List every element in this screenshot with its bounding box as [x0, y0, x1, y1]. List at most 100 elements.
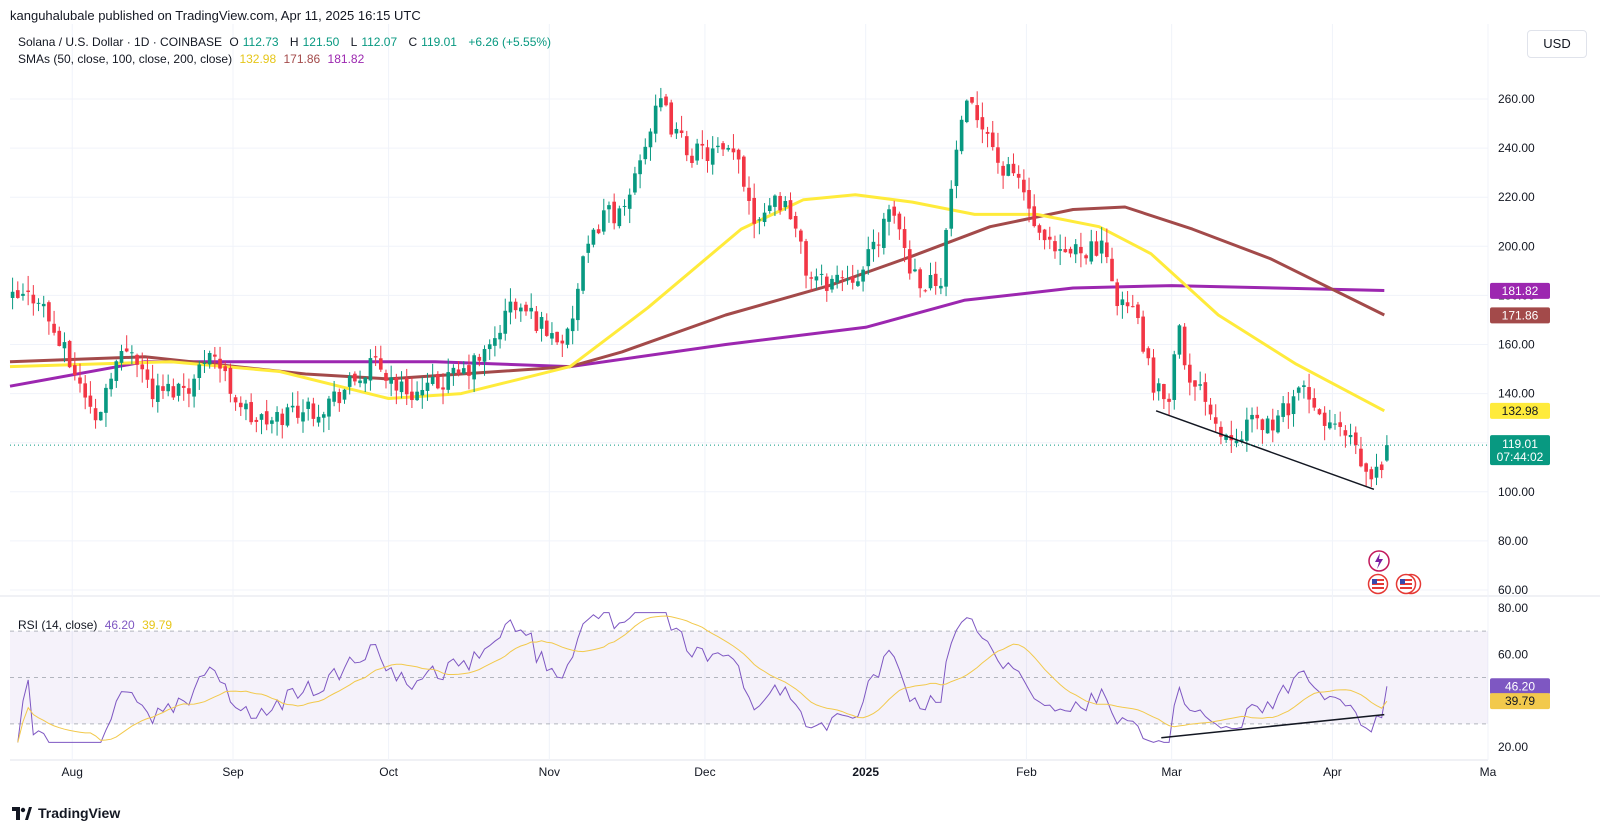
candle-body: [736, 149, 741, 160]
sma-legend[interactable]: SMAs (50, close, 100, close, 200, close)…: [18, 52, 368, 66]
sma200-line: [9, 284, 1385, 388]
sma50-value: 132.98: [239, 52, 277, 66]
rsi-title: RSI (14, close): [18, 618, 98, 632]
candle-body: [93, 408, 98, 421]
candle-body: [78, 377, 82, 384]
candle-body: [1068, 248, 1073, 254]
candle-body: [1317, 409, 1322, 415]
tradingview-logo-icon: [12, 806, 32, 820]
sma50-line: [9, 193, 1386, 413]
candle-body: [576, 288, 580, 321]
candle-body: [1348, 434, 1353, 438]
us-flag-event-icon[interactable]: [1367, 573, 1389, 600]
candle-body: [519, 307, 523, 312]
sma200-price-tag-bg: [1490, 282, 1550, 299]
candle-body: [456, 369, 461, 374]
candle-body: [1047, 236, 1052, 240]
symbol-legend[interactable]: Solana / U.S. Dollar · 1D · COINBASE O 11…: [18, 35, 555, 49]
candle-body: [524, 304, 528, 312]
price-tick-label: 80.00: [1498, 534, 1528, 548]
candle-body: [1172, 354, 1177, 400]
bar-countdown: 07:44:02: [1497, 450, 1544, 464]
candle-body: [788, 200, 793, 220]
candle-body: [1255, 414, 1260, 419]
candle-body: [1213, 417, 1218, 424]
candle-body: [306, 401, 311, 409]
candle-body: [498, 332, 502, 340]
candle-body: [1260, 419, 1265, 431]
rsi-tick-label: 80.00: [1498, 601, 1528, 615]
us-flag-event-icon-double[interactable]: [1395, 573, 1423, 600]
candle-body: [508, 301, 513, 313]
candle-body: [539, 317, 544, 329]
candle-body: [1001, 165, 1005, 176]
currency-selector[interactable]: USD: [1527, 30, 1587, 58]
ohlc-open: O 112.73: [229, 35, 279, 49]
candle-body: [1239, 439, 1244, 442]
sma50-price-tag: 132.98: [1502, 404, 1539, 418]
candle-body: [166, 383, 170, 392]
candle-body: [783, 200, 788, 208]
candle-body: [1328, 422, 1332, 429]
candle-body: [98, 411, 103, 421]
candle-body: [980, 117, 985, 130]
candle-body: [181, 385, 186, 388]
rsi-band: [10, 630, 1488, 725]
candle-body: [845, 279, 850, 281]
candle-body: [747, 187, 751, 201]
candle-body: [1037, 225, 1042, 233]
candle-body: [155, 385, 160, 402]
candle-body: [882, 218, 886, 248]
rsi-legend[interactable]: RSI (14, close) 46.20 39.79: [18, 618, 176, 632]
candle-body: [218, 358, 222, 369]
candle-body: [1276, 415, 1280, 433]
candle-body: [441, 387, 445, 390]
candle-body: [88, 395, 93, 407]
candle-body: [1110, 258, 1114, 282]
candle-body: [1343, 430, 1348, 436]
candle-body: [353, 373, 357, 382]
candle-body: [477, 356, 482, 361]
rsi-ma-value-tag: 39.79: [1505, 694, 1535, 708]
candle-body: [1084, 255, 1088, 259]
ohlc-high: H 121.50: [289, 35, 340, 49]
time-tick-label: Apr: [1323, 765, 1342, 779]
candle-body: [446, 372, 451, 390]
rsi-ma-value: 39.79: [142, 618, 173, 632]
candle-body: [1094, 241, 1099, 256]
candle-body: [83, 383, 88, 398]
tradingview-logo-text: TradingView: [38, 805, 121, 821]
lightning-event-icon[interactable]: [1367, 549, 1391, 578]
time-tick-label: Oct: [379, 765, 398, 779]
candle-body: [1115, 282, 1120, 307]
candle-body: [430, 376, 435, 384]
tradingview-logo[interactable]: TradingView: [12, 805, 120, 821]
candle-body: [1016, 173, 1021, 178]
candle-body: [176, 383, 181, 396]
candle-body: [1151, 357, 1156, 393]
candle-body: [996, 147, 1000, 163]
candle-body: [342, 389, 347, 400]
candle-body: [1032, 206, 1037, 227]
candle-body: [555, 331, 559, 343]
candle-body: [1270, 419, 1275, 431]
sma200-price-tag: 181.82: [1502, 284, 1539, 298]
candle-body: [1167, 398, 1171, 402]
candles: [10, 87, 1389, 488]
candle-body: [389, 377, 393, 384]
time-tick-label: Dec: [694, 765, 715, 779]
candle-body: [534, 311, 539, 331]
candle-body: [1063, 249, 1068, 253]
candle-body: [1250, 414, 1254, 420]
candle-body: [1187, 364, 1192, 383]
candle-body: [591, 229, 596, 245]
candle-body: [710, 148, 715, 165]
time-tick-label: Sep: [222, 765, 244, 779]
candle-body: [731, 148, 736, 153]
candle-body: [1156, 383, 1161, 392]
candle-body: [819, 273, 824, 275]
candle-body: [1219, 426, 1223, 437]
time-tick-label: 2025: [852, 765, 879, 779]
candle-body: [436, 373, 440, 389]
